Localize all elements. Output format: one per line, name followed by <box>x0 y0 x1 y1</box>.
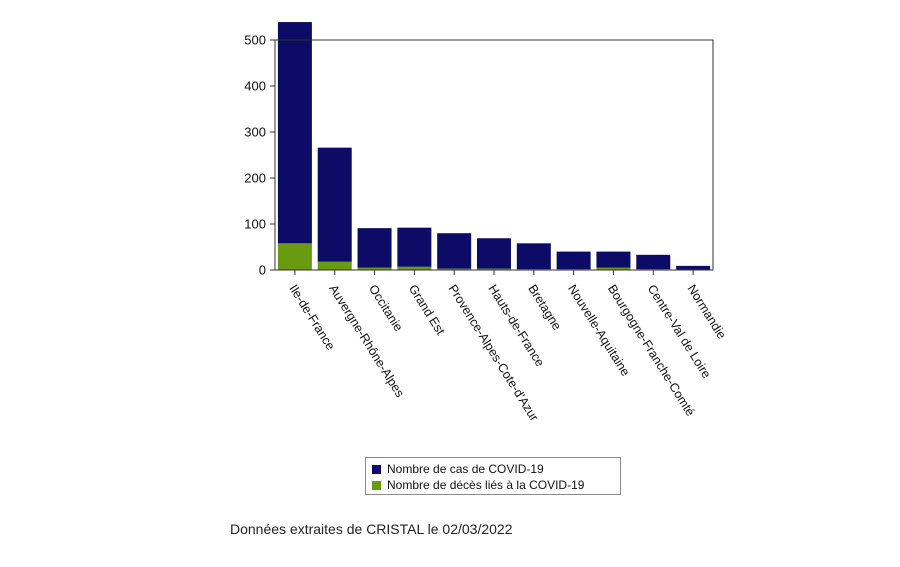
y-tick-label-400: 400 <box>244 79 266 94</box>
bar-cases-1 <box>277 22 312 244</box>
legend-label-deaths: Nombre de décès liés à la COVID-19 <box>387 478 585 492</box>
bar-deaths-9 <box>596 267 631 270</box>
x-category-label: Normandie <box>685 282 729 341</box>
y-tick-label-100: 100 <box>244 217 266 232</box>
x-category-label: Auvergne-Rhône-Alpes <box>326 282 407 400</box>
bar-cases-3 <box>357 228 392 268</box>
x-category-label: Occitanie <box>366 282 406 334</box>
bars-layer <box>277 22 711 270</box>
bar-cases-11 <box>676 265 711 270</box>
x-category-label: Grand Est <box>406 282 448 338</box>
bar-cases-9 <box>596 251 631 268</box>
bar-deaths-3 <box>357 267 392 270</box>
legend-swatch-deaths <box>372 480 381 490</box>
bar-deaths-5 <box>437 268 472 270</box>
bar-deaths-6 <box>477 268 511 270</box>
y-tick-label-0: 0 <box>259 263 266 278</box>
legend-entry-deaths: Nombre de décès liés à la COVID-19 <box>372 477 614 493</box>
source-note: Données extraites de CRISTAL le 02/03/20… <box>230 521 513 537</box>
x-axis: Ile-de-FranceAuvergne-Rhône-AlpesOccitan… <box>286 270 729 424</box>
x-category-label: Bretagne <box>525 282 564 332</box>
legend: Nombre de cas de COVID-19 Nombre de décè… <box>365 457 621 495</box>
legend-label-cases: Nombre de cas de COVID-19 <box>387 462 544 476</box>
y-tick-label-300: 300 <box>244 125 266 140</box>
y-tick-label-500: 500 <box>244 33 266 48</box>
bar-deaths-2 <box>317 261 352 270</box>
bar-cases-4 <box>397 227 432 267</box>
bar-cases-6 <box>477 238 511 269</box>
y-tick-label-200: 200 <box>244 171 266 186</box>
bar-cases-8 <box>556 251 591 270</box>
bar-cases-7 <box>516 243 551 270</box>
bar-deaths-1 <box>277 243 312 270</box>
y-axis: 0 100 200 300 400 500 <box>244 33 275 278</box>
bar-cases-2 <box>317 147 352 262</box>
bar-deaths-4 <box>397 266 432 270</box>
legend-swatch-cases <box>372 464 381 474</box>
bar-cases-5 <box>437 233 472 269</box>
legend-entry-cases: Nombre de cas de COVID-19 <box>372 461 614 477</box>
bar-cases-10 <box>636 254 671 270</box>
